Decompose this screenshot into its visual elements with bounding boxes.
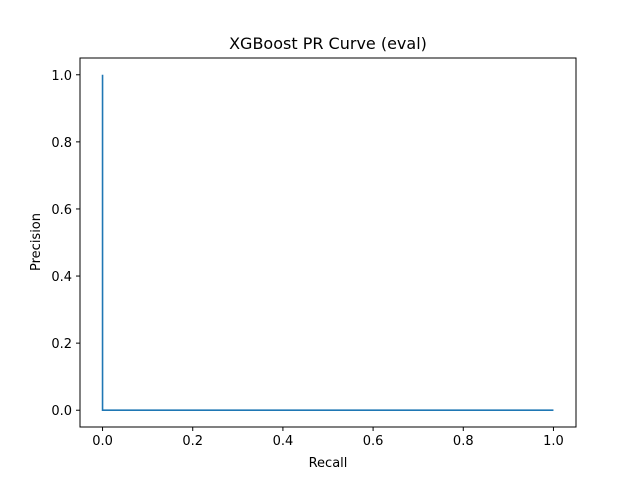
x-tick-label: 0.6 <box>363 434 384 449</box>
chart-title: XGBoost PR Curve (eval) <box>229 34 427 53</box>
y-tick-label: 0.2 <box>51 337 72 352</box>
x-axis-label: Recall <box>309 456 348 471</box>
y-tick-label: 1.0 <box>51 69 72 84</box>
x-tick-label: 0.0 <box>92 434 113 449</box>
x-tick-label: 0.2 <box>182 434 203 449</box>
y-tick-label: 0.4 <box>51 270 72 285</box>
y-tick-label: 0.8 <box>51 136 72 151</box>
y-tick-label: 0.0 <box>51 404 72 419</box>
x-axis-ticks: 0.0 0.2 0.4 0.6 0.8 1.0 <box>92 427 564 449</box>
plot-area <box>79 57 577 428</box>
y-axis-ticks: 0.0 0.2 0.4 0.6 0.8 1.0 <box>51 69 80 419</box>
x-tick-label: 1.0 <box>543 434 564 449</box>
pr-curve-line <box>101 74 554 412</box>
y-axis-label: Precision <box>29 213 44 271</box>
x-tick-label: 0.4 <box>273 434 294 449</box>
x-tick-label: 0.8 <box>453 434 474 449</box>
plot-frame <box>79 57 577 428</box>
series-layer <box>101 74 554 412</box>
y-tick-label: 0.6 <box>51 203 72 218</box>
